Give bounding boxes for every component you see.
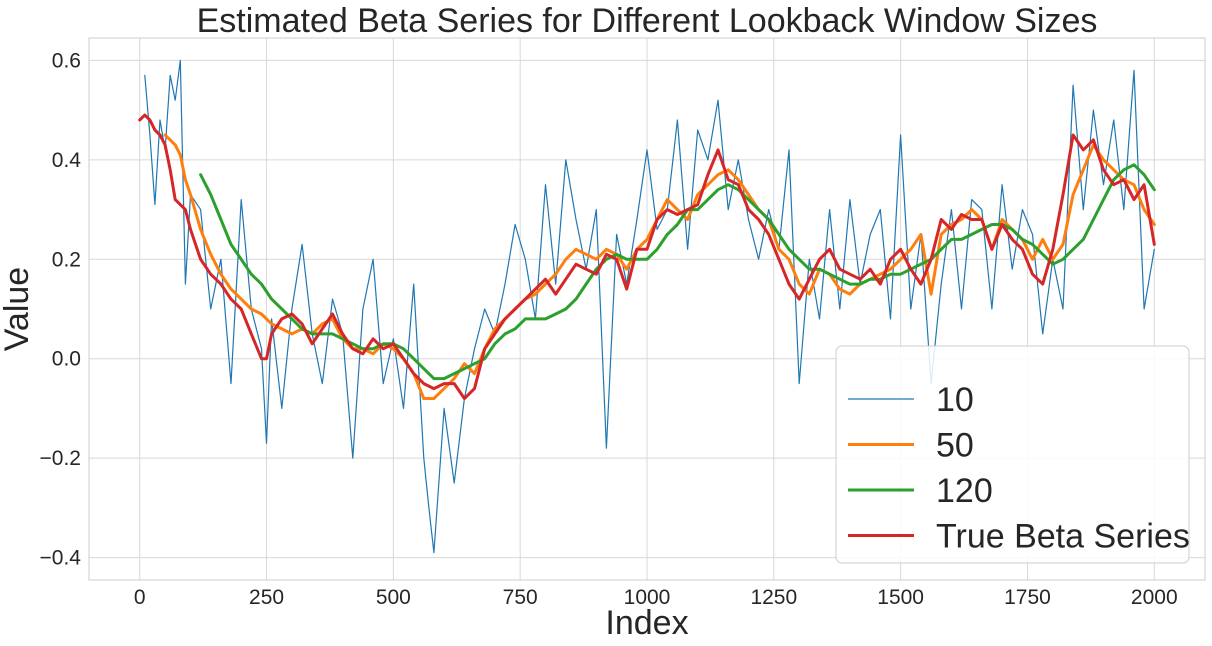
legend: 10 50 120 True Beta Series (835, 345, 1190, 564)
x-tick-label: 0 (134, 586, 146, 609)
chart-title: Estimated Beta Series for Different Look… (197, 2, 1098, 40)
series-layer (138, 59, 1156, 554)
series-line-3 (199, 163, 1156, 381)
x-tick-label: 1500 (877, 586, 924, 609)
x-tick-label: 1250 (750, 586, 797, 609)
x-tick-labels: 0 250 500 750 1000 1250 1500 1750 2000 (134, 586, 1178, 609)
x-tick-label: 750 (503, 586, 538, 609)
y-axis-label: Value (0, 267, 36, 351)
legend-label-4: True Beta Series (936, 518, 1190, 556)
legend-label-1: 10 (936, 381, 974, 419)
legend-box (835, 345, 1190, 564)
y-tick-label: −0.2 (40, 447, 81, 470)
y-tick-label: 0.2 (52, 248, 81, 271)
plot-frame (88, 37, 1206, 581)
x-axis-label: Index (605, 604, 688, 642)
series-line-1 (144, 59, 1155, 554)
x-tick-label: 1750 (1004, 586, 1051, 609)
legend-label-2: 50 (936, 427, 974, 465)
x-tick-label: 250 (249, 586, 284, 609)
x-tick-label: 2000 (1131, 586, 1178, 609)
legend-label-3: 120 (936, 472, 993, 510)
series-line-4 (138, 113, 1156, 400)
x-tick-label: 1000 (624, 586, 671, 609)
y-tick-label: 0.4 (52, 149, 82, 172)
y-tick-label: 0.6 (52, 49, 81, 72)
y-tick-labels: −0.4 −0.2 0.0 0.2 0.4 0.6 (40, 49, 82, 569)
x-tick-label: 500 (376, 586, 411, 609)
y-tick-label: −0.4 (40, 547, 82, 570)
y-tick-label: 0.0 (52, 348, 81, 371)
